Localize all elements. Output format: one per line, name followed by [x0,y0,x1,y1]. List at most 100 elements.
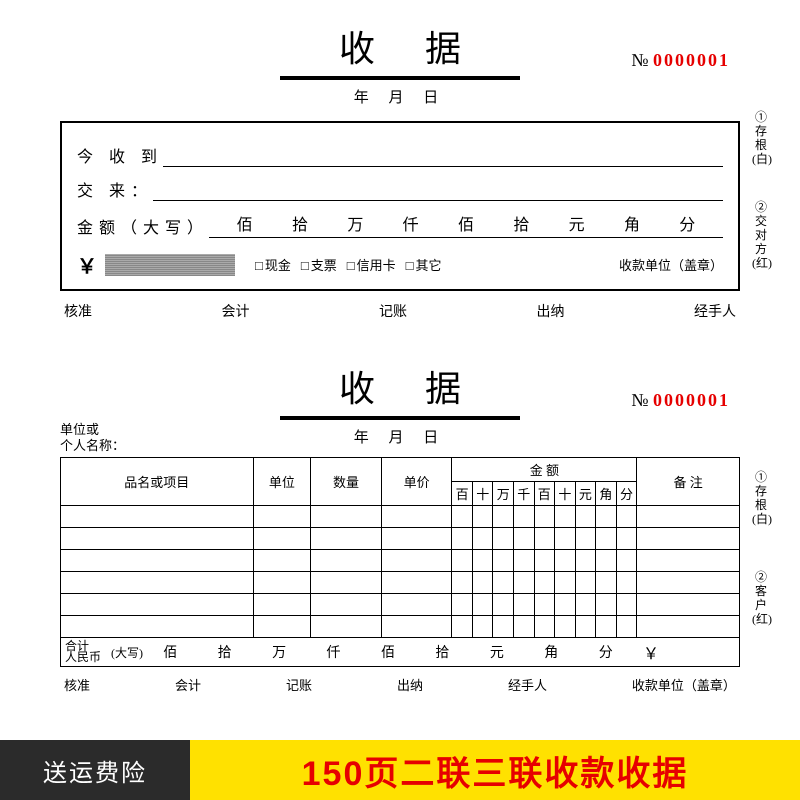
amount-units: 佰拾万仟佰拾元角分 [209,211,723,238]
serial-number: 0000001 [653,390,730,410]
amount-unit: 拾 [292,211,308,235]
table-cell [61,506,254,528]
table-cell [616,572,637,594]
table-row [61,506,740,528]
banner-left: 送运费险 [0,740,190,800]
table-cell [493,616,514,638]
banner-right: 150页二联三联收款收据 [190,740,800,800]
stamp-label: 收款单位（盖章） [619,255,723,274]
from-label: 交 来： [77,177,153,201]
side-note-2: ②客户(红) [752,570,770,626]
table-cell [381,506,452,528]
title-underline [280,416,520,420]
sum-suffix: (大写) [111,644,143,661]
sum-unit: 拾 [218,642,232,662]
table-cell [493,594,514,616]
day-label: 日 [423,90,446,106]
table-cell [472,616,493,638]
table-cell [534,506,555,528]
month-label: 月 [388,430,411,446]
table-cell [514,594,535,616]
org-label-line1: 单位或 [60,422,99,437]
currency-symbol: ￥ [77,250,97,279]
sum-line2: 人民币 [65,650,101,664]
table-cell [514,550,535,572]
serial-prefix: № [631,50,648,70]
sum-unit: 分 [599,642,613,662]
table-cell [472,528,493,550]
amount-subunit: 元 [575,482,596,506]
amount-subunit: 千 [514,482,535,506]
serial-number: 0000001 [653,50,730,70]
signature-label: 核准 [64,675,90,694]
table-row [61,572,740,594]
table-row [61,616,740,638]
table-cell [555,572,576,594]
table-cell [637,550,740,572]
table-cell [637,572,740,594]
table-cell [311,572,382,594]
amount-unit: 仟 [403,211,419,235]
amount-label: 金额（大写） [77,214,209,238]
amount-subunit: 百 [534,482,555,506]
table-cell [555,528,576,550]
table-cell [61,572,254,594]
table-cell [311,616,382,638]
amount-unit: 元 [569,211,585,235]
signature-label: 收款单位（盖章） [632,675,736,694]
sum-currency: ￥ [643,640,659,664]
payment-method: 其它 [406,255,442,274]
table-cell [493,572,514,594]
receipt2-title: 收据 [289,360,511,412]
table-cell [637,506,740,528]
signature-label: 出纳 [397,675,423,694]
table-cell [596,550,617,572]
page: 收据 № 0000001 年 月 日 今 收 到 交 来： 金额（大写） 佰拾万 [0,0,800,800]
table-cell [514,506,535,528]
amount-unit: 佰 [237,211,253,235]
table-cell [575,594,596,616]
sum-unit: 佰 [163,642,177,662]
sum-unit: 角 [544,642,558,662]
org-name-label: 单位或 个人名称： [60,422,125,454]
col-remark: 备 注 [637,458,740,506]
table-cell [452,572,473,594]
signature-label: 记账 [379,301,407,321]
table-cell [472,550,493,572]
table-cell [616,550,637,572]
table-cell [381,572,452,594]
payment-method: 支票 [301,255,337,274]
sum-label: 合计 人民币 [61,641,111,663]
table-row [61,528,740,550]
table-cell [534,594,555,616]
payment-method: 现金 [255,255,291,274]
receipt-simple: 收据 № 0000001 年 月 日 今 收 到 交 来： 金额（大写） 佰拾万 [60,20,740,340]
amount-subunit: 十 [555,482,576,506]
table-cell [253,616,311,638]
amount-unit: 万 [347,211,363,235]
sum-unit: 元 [490,642,504,662]
date-row: 年 月 日 [60,86,740,107]
table-cell [596,616,617,638]
signature-label: 核准 [64,301,92,321]
col-qty: 数量 [311,458,382,506]
table-cell [514,616,535,638]
table-cell [596,594,617,616]
table-cell [472,572,493,594]
payment-method: 信用卡 [347,255,396,274]
table-cell [575,528,596,550]
payment-methods: 现金支票信用卡其它 [255,255,442,274]
year-label: 年 [354,90,377,106]
month-label: 月 [388,90,411,106]
table-row [61,550,740,572]
serial-block: № 0000001 [631,390,730,411]
sum-unit: 仟 [327,642,341,662]
year-label: 年 [354,430,377,446]
table-cell [575,506,596,528]
serial-block: № 0000001 [631,50,730,71]
from-field [153,181,723,201]
table-cell [311,550,382,572]
table-cell [596,506,617,528]
signature-row: 核准会计记账出纳经手人 [60,301,740,321]
table-cell [452,550,473,572]
